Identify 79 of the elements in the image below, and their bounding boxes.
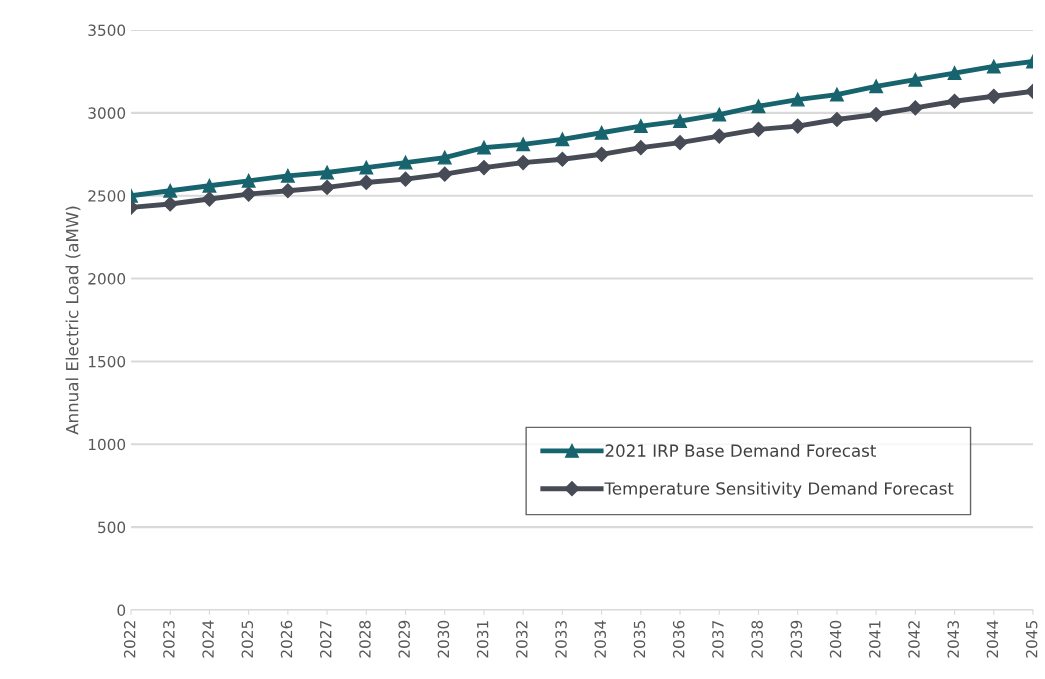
point (633, 119, 648, 134)
x-tick-label: 2023 (163, 620, 175, 658)
point (398, 155, 413, 170)
point (790, 118, 806, 134)
x-tick-label: 2031 (476, 621, 489, 658)
point (554, 151, 570, 167)
x-tick-label: 2028 (359, 620, 371, 658)
x-tick-label: 2026 (280, 620, 293, 658)
point (594, 125, 609, 140)
x-tick-label: 2038 (751, 620, 763, 658)
point (476, 159, 492, 176)
y-tick-label: 500 (98, 521, 126, 534)
point (555, 132, 570, 147)
point (633, 140, 649, 156)
point (790, 92, 805, 107)
point (829, 87, 844, 102)
x-tick-label: 2022 (123, 621, 136, 658)
x-tick-label: 2027 (319, 621, 332, 658)
x-tick-label: 2036 (672, 620, 685, 658)
y-tick-label: 3000 (88, 107, 126, 119)
x-tick-label: 2035 (633, 621, 646, 658)
point (202, 178, 217, 193)
x-tick-label: 2034 (594, 620, 607, 658)
y-tick-label: 2000 (88, 273, 126, 285)
x-tick-label: 2041 (869, 621, 881, 658)
point (594, 146, 610, 162)
legend-label: Temperature Sensitivity Demand Forecast (604, 481, 954, 498)
x-tick-label: 2025 (241, 621, 254, 658)
x-tick-label: 2043 (947, 620, 959, 658)
y-tick-label: 3500 (88, 24, 126, 37)
point (437, 166, 453, 182)
point (163, 183, 178, 198)
x-tick-label: 2045 (1025, 621, 1038, 658)
point (869, 79, 884, 94)
x-tick-label: 2042 (908, 621, 920, 658)
point (986, 59, 1001, 74)
point (908, 72, 923, 87)
legend-label: 2021 IRP Base Demand Forecast (605, 444, 876, 457)
point (711, 128, 727, 144)
point (162, 196, 178, 212)
x-tick-label: 2024 (202, 620, 214, 658)
point (946, 93, 963, 109)
point (947, 66, 962, 81)
x-tick-label: 2032 (516, 621, 528, 658)
point (516, 137, 531, 152)
point (986, 88, 1002, 104)
point (515, 155, 531, 171)
point (751, 99, 766, 114)
point (359, 160, 374, 175)
point (829, 111, 845, 128)
x-tick-label: 2037 (712, 621, 724, 658)
y-tick-label: 0 (117, 604, 126, 617)
point (241, 173, 256, 188)
point (201, 191, 218, 207)
y-tick-label: 1000 (88, 438, 126, 451)
point (672, 135, 688, 151)
point (280, 168, 295, 183)
x-tick-label: 2040 (829, 620, 842, 658)
point (437, 150, 452, 165)
y-tick-label: 1500 (88, 355, 126, 368)
point (477, 140, 491, 155)
point (320, 165, 335, 180)
point (907, 100, 923, 116)
y-axis-title: Annual Electric Load (aMW) (65, 206, 81, 435)
point (673, 114, 687, 129)
x-tick-label: 2030 (437, 620, 450, 658)
point (868, 106, 884, 123)
point (712, 107, 727, 122)
x-tick-label: 2044 (986, 620, 999, 658)
point (750, 121, 767, 137)
x-tick-label: 2039 (790, 620, 803, 658)
x-tick-label: 2029 (398, 620, 410, 658)
point (241, 186, 257, 202)
point (358, 174, 374, 191)
x-tick-label: 2033 (555, 620, 567, 658)
point (397, 171, 414, 187)
point (280, 183, 296, 199)
y-tick-label: 2500 (88, 190, 126, 202)
point (319, 179, 335, 195)
